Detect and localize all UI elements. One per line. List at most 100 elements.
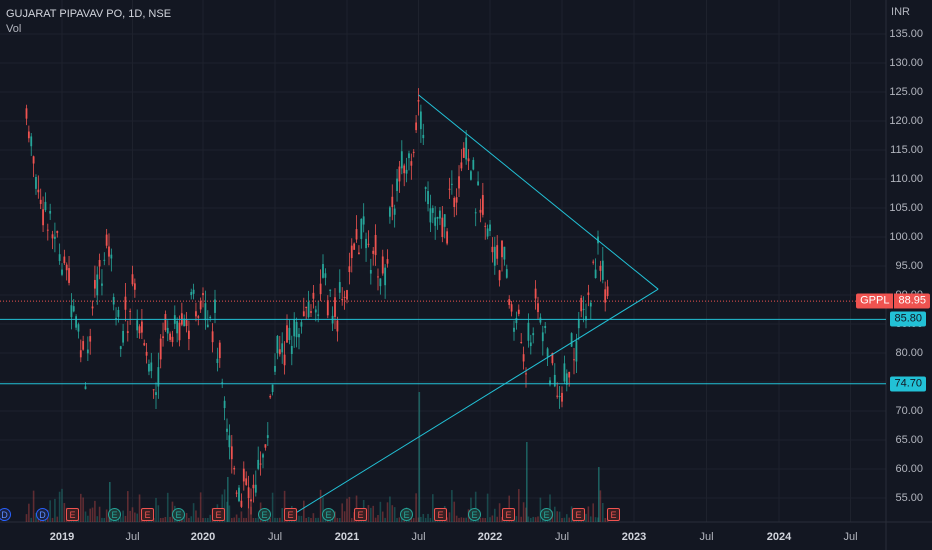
candle-body <box>481 195 484 215</box>
candle-body <box>183 318 186 327</box>
candle-body <box>322 264 324 278</box>
candle-body <box>202 293 204 296</box>
price-tick-label: 135.00 <box>889 28 923 40</box>
earnings-marker[interactable]: E <box>284 508 297 521</box>
earnings-marker[interactable]: E <box>434 508 447 521</box>
earnings-marker[interactable]: E <box>322 508 335 521</box>
candle-body <box>27 131 30 139</box>
candle-body <box>51 234 54 239</box>
candle-body <box>372 250 375 254</box>
earnings-marker[interactable]: E <box>540 508 553 521</box>
earnings-marker[interactable]: E <box>502 508 515 521</box>
earnings-marker[interactable]: E <box>354 508 367 521</box>
earnings-marker[interactable]: E <box>172 508 185 521</box>
candle-body <box>453 197 456 207</box>
dividend-marker[interactable]: D <box>0 508 11 521</box>
volume-bar <box>192 503 195 522</box>
candle-body <box>508 299 511 305</box>
volume-bar <box>604 517 606 522</box>
earnings-marker[interactable]: E <box>212 508 225 521</box>
volume-bar <box>183 515 185 522</box>
candle-body <box>65 264 68 271</box>
price-tick-label: 80.00 <box>895 347 923 359</box>
volume-bar <box>28 503 30 522</box>
earnings-marker[interactable]: E <box>141 508 154 521</box>
price-tick-label: 105.00 <box>889 202 923 214</box>
volume-bar <box>561 517 563 522</box>
candle-body <box>396 178 398 192</box>
candle-body <box>424 187 427 189</box>
volume-bar <box>58 491 61 522</box>
volume-bar <box>283 490 286 522</box>
candle-body <box>281 343 284 353</box>
volume-bar <box>298 515 300 522</box>
candle-body <box>448 188 451 190</box>
candle-body <box>129 310 132 312</box>
symbol-info[interactable]: GUJARAT PIPAVAV PO, 1D, NSE <box>6 7 171 22</box>
volume-bar <box>556 511 558 522</box>
volume-bar <box>518 489 520 522</box>
candle-body <box>474 212 477 214</box>
volume-bar <box>96 516 99 522</box>
candle-body <box>305 306 308 309</box>
time-tick-label: Jul <box>843 531 858 543</box>
volume-bar <box>341 503 343 522</box>
volume-bar <box>300 515 303 522</box>
volume-indicator-label[interactable]: Vol <box>6 23 22 35</box>
candle-body <box>546 348 549 357</box>
volume-bar <box>89 508 91 522</box>
candle-body <box>257 459 260 469</box>
candle-body <box>400 151 403 169</box>
earnings-marker[interactable]: E <box>108 508 121 521</box>
candle-body <box>458 176 460 189</box>
volume-bar <box>418 392 421 522</box>
candle-body <box>307 301 310 318</box>
volume-bar <box>372 505 375 522</box>
volume-bar <box>348 496 351 522</box>
candle-body <box>266 435 269 438</box>
candle-body <box>551 352 554 364</box>
earnings-marker[interactable]: E <box>66 508 79 521</box>
volume-bar <box>391 505 394 522</box>
candle-body <box>534 288 537 299</box>
volume-bar <box>420 516 422 522</box>
earnings-marker[interactable]: E <box>258 508 271 521</box>
volume-bar <box>199 492 202 522</box>
volume-bar <box>393 507 396 522</box>
dividend-marker[interactable]: D <box>36 508 49 521</box>
volume-bar <box>303 500 305 522</box>
candle-body <box>75 316 77 328</box>
candle-body <box>601 260 604 280</box>
volume-bar <box>80 493 82 522</box>
level-tag[interactable]: 85.80 <box>890 311 926 327</box>
earnings-marker[interactable]: E <box>468 508 481 521</box>
earnings-marker[interactable]: E <box>572 508 585 521</box>
volume-bar <box>568 517 570 522</box>
candle-body <box>240 500 243 507</box>
level-tag[interactable]: 74.70 <box>890 376 926 392</box>
candle-body <box>101 283 103 286</box>
volume-bar <box>35 513 37 522</box>
lower-trendline <box>286 288 659 519</box>
volume-bar <box>131 507 134 522</box>
symbol-line: GUJARAT PIPAVAV PO, 1D, NSE <box>6 8 172 20</box>
time-tick-label: Jul <box>125 531 140 543</box>
candle-body <box>450 183 453 185</box>
volume-bar <box>274 517 276 522</box>
volume-bar <box>453 501 456 522</box>
volume-bar <box>522 502 525 522</box>
candle-body <box>166 327 169 334</box>
candle-body <box>441 217 444 238</box>
candle-body <box>44 201 47 211</box>
earnings-marker[interactable]: E <box>400 508 413 521</box>
earnings-marker[interactable]: E <box>607 508 620 521</box>
volume-bar <box>32 490 35 522</box>
candle-body <box>300 322 303 327</box>
time-tick-label: Jul <box>411 531 426 543</box>
candle-body <box>25 108 28 119</box>
volume-bar <box>56 516 59 522</box>
volume-bar <box>389 496 391 522</box>
candle-body <box>338 282 341 293</box>
candle-body <box>238 487 240 502</box>
